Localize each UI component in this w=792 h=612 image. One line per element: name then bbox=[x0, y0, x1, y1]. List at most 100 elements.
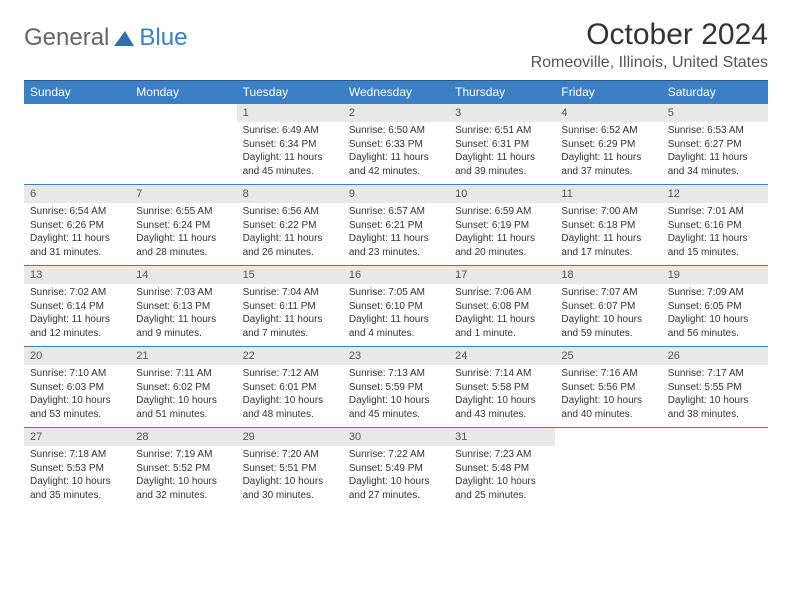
sunrise-line: Sunrise: 7:11 AM bbox=[136, 367, 230, 381]
weekday-header: Tuesday bbox=[237, 81, 343, 104]
daylight-line: Daylight: 11 hours and 26 minutes. bbox=[243, 232, 337, 259]
day-number: 31 bbox=[449, 428, 555, 446]
daylight-line: Daylight: 10 hours and 59 minutes. bbox=[561, 313, 655, 340]
day-body: Sunrise: 7:04 AMSunset: 6:11 PMDaylight:… bbox=[237, 284, 343, 346]
day-body: Sunrise: 7:00 AMSunset: 6:18 PMDaylight:… bbox=[555, 203, 661, 265]
sunrise-line: Sunrise: 6:54 AM bbox=[30, 205, 124, 219]
day-number-cell: 4 bbox=[555, 104, 661, 123]
day-number: 16 bbox=[343, 266, 449, 284]
day-number-cell: 25 bbox=[555, 347, 661, 366]
day-number bbox=[555, 428, 661, 446]
day-number: 10 bbox=[449, 185, 555, 203]
day-body: Sunrise: 7:01 AMSunset: 6:16 PMDaylight:… bbox=[662, 203, 768, 265]
day-number-cell: 7 bbox=[130, 185, 236, 204]
day-body bbox=[24, 122, 130, 180]
day-body-cell: Sunrise: 6:55 AMSunset: 6:24 PMDaylight:… bbox=[130, 203, 236, 266]
sunrise-line: Sunrise: 7:16 AM bbox=[561, 367, 655, 381]
day-body: Sunrise: 7:12 AMSunset: 6:01 PMDaylight:… bbox=[237, 365, 343, 427]
day-body-cell: Sunrise: 6:50 AMSunset: 6:33 PMDaylight:… bbox=[343, 122, 449, 185]
day-number: 2 bbox=[343, 104, 449, 122]
sunrise-line: Sunrise: 7:20 AM bbox=[243, 448, 337, 462]
day-number: 24 bbox=[449, 347, 555, 365]
day-body-cell: Sunrise: 7:01 AMSunset: 6:16 PMDaylight:… bbox=[662, 203, 768, 266]
daylight-line: Daylight: 10 hours and 43 minutes. bbox=[455, 394, 549, 421]
day-number-cell: 17 bbox=[449, 266, 555, 285]
day-body-cell: Sunrise: 6:49 AMSunset: 6:34 PMDaylight:… bbox=[237, 122, 343, 185]
day-number-cell bbox=[555, 428, 661, 447]
sunset-line: Sunset: 6:13 PM bbox=[136, 300, 230, 314]
day-body-cell bbox=[662, 446, 768, 508]
day-number-cell: 14 bbox=[130, 266, 236, 285]
day-body: Sunrise: 7:18 AMSunset: 5:53 PMDaylight:… bbox=[24, 446, 130, 508]
sunset-line: Sunset: 6:21 PM bbox=[349, 219, 443, 233]
day-body-cell: Sunrise: 7:11 AMSunset: 6:02 PMDaylight:… bbox=[130, 365, 236, 428]
daylight-line: Daylight: 11 hours and 1 minute. bbox=[455, 313, 549, 340]
sunrise-line: Sunrise: 7:09 AM bbox=[668, 286, 762, 300]
daylight-line: Daylight: 10 hours and 45 minutes. bbox=[349, 394, 443, 421]
sunset-line: Sunset: 6:34 PM bbox=[243, 138, 337, 152]
day-number-cell: 10 bbox=[449, 185, 555, 204]
day-body-cell: Sunrise: 6:54 AMSunset: 6:26 PMDaylight:… bbox=[24, 203, 130, 266]
title-block: October 2024 Romeoville, Illinois, Unite… bbox=[531, 18, 768, 72]
sunrise-line: Sunrise: 6:55 AM bbox=[136, 205, 230, 219]
logo-triangle-icon bbox=[113, 29, 135, 47]
day-body-cell: Sunrise: 7:07 AMSunset: 6:07 PMDaylight:… bbox=[555, 284, 661, 347]
day-number: 9 bbox=[343, 185, 449, 203]
day-number-cell: 26 bbox=[662, 347, 768, 366]
sunset-line: Sunset: 5:51 PM bbox=[243, 462, 337, 476]
day-body-cell: Sunrise: 7:17 AMSunset: 5:55 PMDaylight:… bbox=[662, 365, 768, 428]
header: General Blue October 2024 Romeoville, Il… bbox=[24, 18, 768, 72]
day-number: 6 bbox=[24, 185, 130, 203]
day-number: 18 bbox=[555, 266, 661, 284]
sunset-line: Sunset: 6:31 PM bbox=[455, 138, 549, 152]
day-body-cell: Sunrise: 6:53 AMSunset: 6:27 PMDaylight:… bbox=[662, 122, 768, 185]
day-body: Sunrise: 6:53 AMSunset: 6:27 PMDaylight:… bbox=[662, 122, 768, 184]
day-number-cell: 27 bbox=[24, 428, 130, 447]
day-body-cell: Sunrise: 7:02 AMSunset: 6:14 PMDaylight:… bbox=[24, 284, 130, 347]
day-number-cell: 5 bbox=[662, 104, 768, 123]
sunset-line: Sunset: 6:10 PM bbox=[349, 300, 443, 314]
daylight-line: Daylight: 10 hours and 32 minutes. bbox=[136, 475, 230, 502]
sunrise-line: Sunrise: 7:03 AM bbox=[136, 286, 230, 300]
day-number: 14 bbox=[130, 266, 236, 284]
day-body: Sunrise: 7:03 AMSunset: 6:13 PMDaylight:… bbox=[130, 284, 236, 346]
day-number-cell: 16 bbox=[343, 266, 449, 285]
sunrise-line: Sunrise: 7:18 AM bbox=[30, 448, 124, 462]
sunrise-line: Sunrise: 7:10 AM bbox=[30, 367, 124, 381]
day-body: Sunrise: 7:14 AMSunset: 5:58 PMDaylight:… bbox=[449, 365, 555, 427]
day-number-cell: 11 bbox=[555, 185, 661, 204]
day-number-cell: 28 bbox=[130, 428, 236, 447]
day-number-cell: 13 bbox=[24, 266, 130, 285]
day-body-cell: Sunrise: 7:13 AMSunset: 5:59 PMDaylight:… bbox=[343, 365, 449, 428]
daylight-line: Daylight: 11 hours and 7 minutes. bbox=[243, 313, 337, 340]
day-number: 29 bbox=[237, 428, 343, 446]
daylight-line: Daylight: 11 hours and 42 minutes. bbox=[349, 151, 443, 178]
daylight-line: Daylight: 10 hours and 38 minutes. bbox=[668, 394, 762, 421]
sunrise-line: Sunrise: 7:04 AM bbox=[243, 286, 337, 300]
day-number-cell: 19 bbox=[662, 266, 768, 285]
sunrise-line: Sunrise: 6:51 AM bbox=[455, 124, 549, 138]
day-number: 15 bbox=[237, 266, 343, 284]
daynum-row: 6789101112 bbox=[24, 185, 768, 204]
day-number-cell: 31 bbox=[449, 428, 555, 447]
daylight-line: Daylight: 10 hours and 35 minutes. bbox=[30, 475, 124, 502]
daylight-line: Daylight: 11 hours and 37 minutes. bbox=[561, 151, 655, 178]
weekday-header: Wednesday bbox=[343, 81, 449, 104]
sunrise-line: Sunrise: 7:12 AM bbox=[243, 367, 337, 381]
day-body-cell: Sunrise: 7:12 AMSunset: 6:01 PMDaylight:… bbox=[237, 365, 343, 428]
day-number-cell: 1 bbox=[237, 104, 343, 123]
daylight-line: Daylight: 10 hours and 53 minutes. bbox=[30, 394, 124, 421]
day-number: 30 bbox=[343, 428, 449, 446]
day-body bbox=[555, 446, 661, 504]
day-body: Sunrise: 6:49 AMSunset: 6:34 PMDaylight:… bbox=[237, 122, 343, 184]
day-body-cell: Sunrise: 6:59 AMSunset: 6:19 PMDaylight:… bbox=[449, 203, 555, 266]
day-body: Sunrise: 7:16 AMSunset: 5:56 PMDaylight:… bbox=[555, 365, 661, 427]
sunrise-line: Sunrise: 7:06 AM bbox=[455, 286, 549, 300]
sunset-line: Sunset: 6:26 PM bbox=[30, 219, 124, 233]
daylight-line: Daylight: 10 hours and 40 minutes. bbox=[561, 394, 655, 421]
day-number-cell: 2 bbox=[343, 104, 449, 123]
sunrise-line: Sunrise: 6:52 AM bbox=[561, 124, 655, 138]
day-body: Sunrise: 7:05 AMSunset: 6:10 PMDaylight:… bbox=[343, 284, 449, 346]
sunset-line: Sunset: 6:24 PM bbox=[136, 219, 230, 233]
daylight-line: Daylight: 11 hours and 34 minutes. bbox=[668, 151, 762, 178]
